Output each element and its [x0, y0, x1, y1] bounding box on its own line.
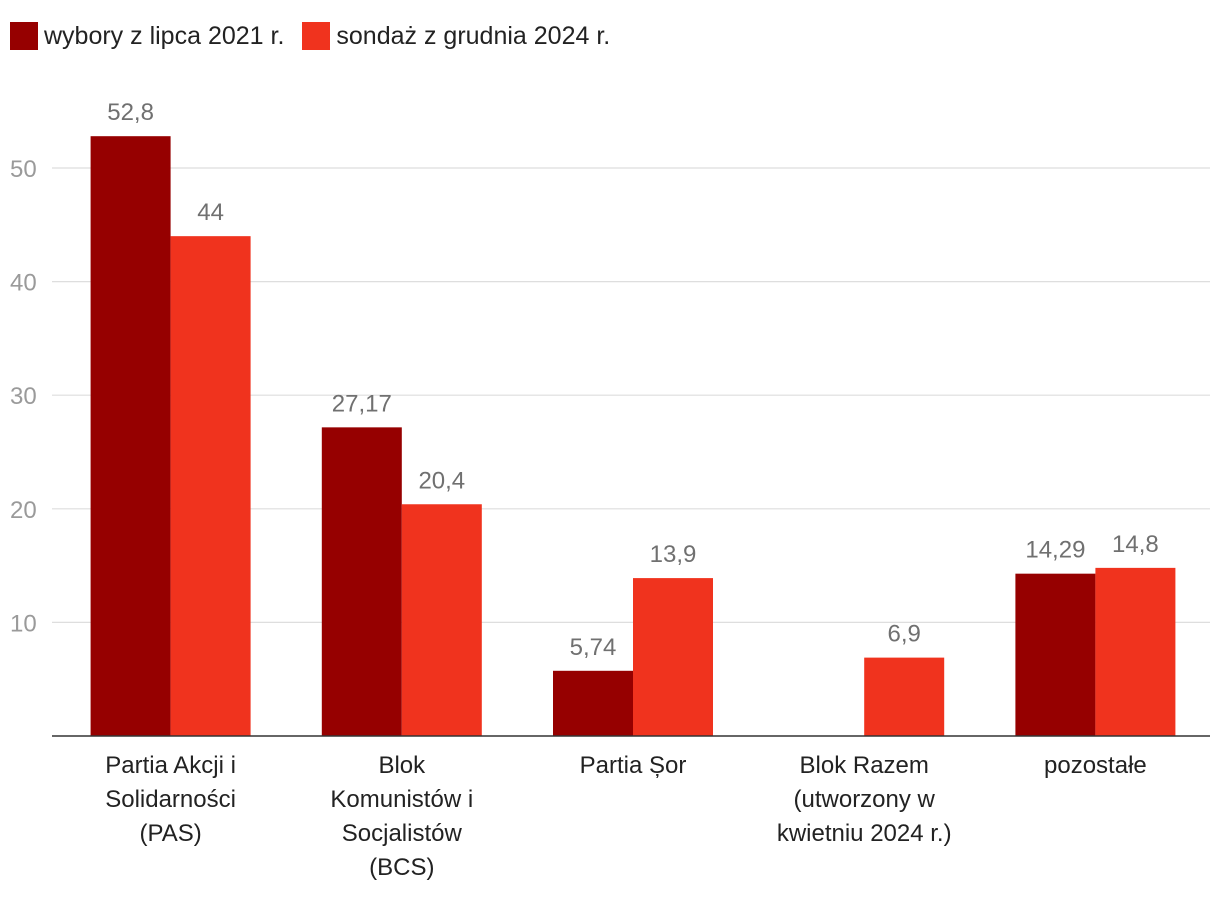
chart-legend: wybory z lipca 2021 r. sondaż z grudnia …: [10, 18, 610, 54]
legend-label-2024: sondaż z grudnia 2024 r.: [336, 21, 611, 50]
category-label-2: Blok Komunistów i Socjalistów (BCS): [330, 752, 473, 881]
data-label-series1-cat3: 5,74: [570, 634, 617, 661]
bar-series1-cat2: [321, 427, 402, 736]
category-label-3: Partia Șor: [580, 752, 687, 779]
bar-series2-cat5: [1095, 567, 1176, 736]
bar-series1-cat5: [1015, 573, 1096, 736]
category-label-1: Partia Akcji i Solidarności (PAS): [105, 752, 236, 847]
data-label-series1-cat1: 52,8: [107, 99, 154, 126]
y-tick-label-50: 50: [10, 156, 37, 183]
legend-label-2021: wybory z lipca 2021 r.: [44, 21, 285, 50]
category-label-4: Blok Razem (utworzony w kwietniu 2024 r.): [777, 752, 952, 847]
legend-swatch-2024: [302, 22, 331, 50]
data-label-series1-cat2: 27,17: [332, 390, 392, 417]
y-tick-label-40: 40: [10, 270, 37, 297]
bar-series2-cat1: [170, 236, 251, 736]
data-label-series2-cat5: 14,8: [1112, 531, 1159, 558]
data-label-series2-cat3: 13,9: [650, 541, 697, 568]
legend-item-2024: sondaż z grudnia 2024 r.: [302, 22, 610, 51]
bar-series1-cat1: [90, 136, 171, 736]
bar-series2-cat2: [401, 504, 482, 736]
category-label-5: pozostałe: [1044, 752, 1147, 779]
data-label-series2-cat2: 20,4: [418, 467, 465, 494]
y-tick-label-10: 10: [10, 610, 37, 637]
data-label-series1-cat5: 14,29: [1025, 537, 1085, 564]
y-tick-label-20: 20: [10, 497, 37, 524]
bar-series1-cat3: [553, 670, 633, 736]
y-tick-label-30: 30: [10, 383, 37, 410]
data-label-series2-cat4: 6,9: [888, 621, 921, 648]
data-label-series2-cat1: 44: [197, 199, 224, 226]
bar-series2-cat4: [864, 657, 945, 736]
bar-series2-cat3: [633, 578, 713, 736]
legend-item-2021: wybory z lipca 2021 r.: [10, 22, 284, 51]
legend-swatch-2021: [10, 22, 38, 50]
